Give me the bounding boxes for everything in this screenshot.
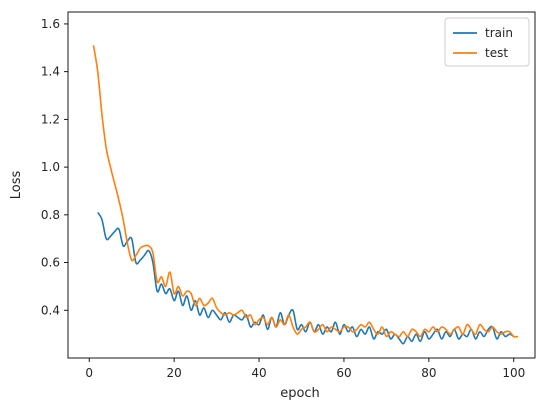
plot-frame bbox=[67, 11, 536, 359]
legend-label-train: train bbox=[485, 26, 513, 40]
y-tick-label: 0.4 bbox=[41, 303, 60, 317]
x-tick-label: 80 bbox=[421, 366, 436, 380]
x-tick-label: 60 bbox=[336, 366, 351, 380]
series-line-test bbox=[92, 45, 519, 338]
x-tick-label: 100 bbox=[502, 366, 525, 380]
y-tick-label: 1.2 bbox=[41, 112, 60, 126]
y-tick-label: 0.6 bbox=[41, 256, 60, 270]
series-line-train bbox=[97, 211, 515, 345]
legend-label-test: test bbox=[485, 46, 508, 60]
x-tick-label: 0 bbox=[85, 366, 93, 380]
y-axis-label: Loss bbox=[9, 171, 24, 200]
legend-box bbox=[444, 17, 530, 67]
x-axis-label: epoch bbox=[280, 386, 320, 401]
x-tick-label: 20 bbox=[166, 366, 181, 380]
legend: train test bbox=[444, 17, 530, 67]
y-tick-label: 1.0 bbox=[41, 160, 60, 174]
y-tick-label: 0.8 bbox=[41, 208, 60, 222]
y-tick-label: 1.6 bbox=[41, 17, 60, 31]
y-tick-label: 1.4 bbox=[41, 65, 60, 79]
x-tick-label: 40 bbox=[251, 366, 266, 380]
